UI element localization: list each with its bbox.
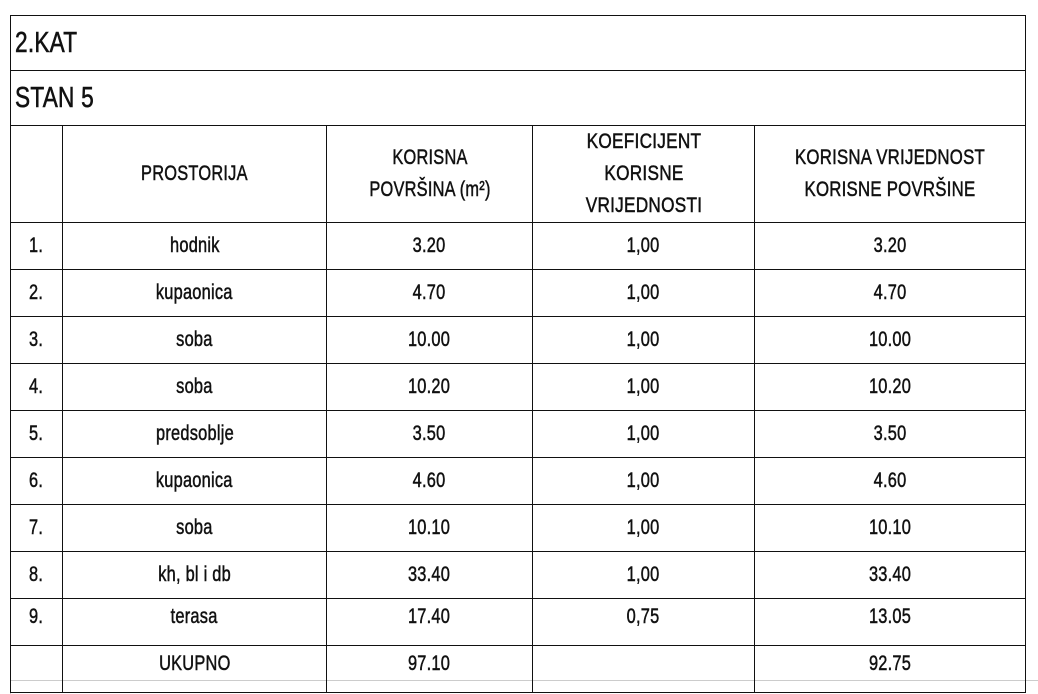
usable-value: 4.70: [873, 281, 907, 305]
table-row: 1. hodnik 3.20 1,00 3.20: [10, 222, 1027, 270]
row-number: 1.: [29, 234, 44, 258]
unit-title: STAN 5: [15, 81, 94, 114]
row-number: 2.: [29, 281, 44, 305]
usable-area: 10.00: [408, 328, 451, 352]
total-label: UKUPNO: [158, 652, 231, 676]
header-area: KORISNA POVRŠINA (m²): [368, 146, 491, 202]
header-room: PROSTORIJA: [141, 162, 248, 186]
room-name: soba: [176, 328, 213, 352]
usable-value: 3.20: [873, 234, 907, 258]
usable-area: 3.50: [413, 422, 446, 446]
room-name: kupaonica: [156, 281, 233, 305]
usable-area: 10.20: [408, 375, 451, 399]
usable-value: 10.10: [868, 516, 912, 540]
table-row: 7. soba 10.10 1,00 10.10: [10, 504, 1027, 552]
room-name: predsoblje: [155, 422, 234, 446]
usable-area: 4.70: [413, 281, 446, 305]
usable-area: 10.10: [408, 516, 451, 540]
header-value: KORISNA VRIJEDNOST KORISNE POVRŠINE: [794, 146, 986, 202]
room-name: terasa: [171, 605, 218, 629]
usable-value: 33.40: [868, 563, 912, 587]
usable-area: 4.60: [413, 469, 446, 493]
row-number: 9.: [29, 605, 44, 629]
total-row: UKUPNO 97.10 92.75: [10, 645, 1027, 693]
row-number: 6.: [29, 469, 44, 493]
row-number: 5.: [29, 422, 44, 446]
coefficient: 0,75: [627, 605, 660, 629]
total-area: 97.10: [408, 652, 451, 676]
coefficient: 1,00: [627, 328, 660, 352]
table-row: 4. soba 10.20 1,00 10.20: [10, 363, 1027, 411]
usable-area: 33.40: [408, 563, 451, 587]
table-row: 6. kupaonica 4.60 1,00 4.60: [10, 457, 1027, 505]
coefficient: 1,00: [627, 375, 660, 399]
row-number: 7.: [29, 516, 44, 540]
usable-value: 3.50: [873, 422, 907, 446]
unit-row: STAN 5: [9, 70, 1027, 126]
room-name: soba: [176, 516, 213, 540]
usable-value: 10.00: [868, 328, 912, 352]
coefficient: 1,00: [627, 469, 660, 493]
room-name: soba: [176, 375, 213, 399]
header-coefficient: KOEFICIJENT KORISNE VRIJEDNOSTI: [585, 130, 702, 218]
coefficient: 1,00: [627, 516, 660, 540]
table-row: 2. kupaonica 4.70 1,00 4.70: [10, 269, 1027, 317]
header-row: PROSTORIJA KORISNA POVRŠINA (m²) KOEFICI…: [10, 125, 1027, 223]
total-value: 92.75: [868, 652, 912, 676]
table-row: 9. terasa 17.40 0,75 13.05: [10, 598, 1027, 646]
row-number: 8.: [29, 563, 44, 587]
room-name: hodnik: [169, 234, 220, 258]
usable-value: 13.05: [868, 605, 912, 629]
room-name: kupaonica: [156, 469, 233, 493]
room-name: kh, bl i db: [158, 563, 231, 587]
usable-value: 10.20: [868, 375, 912, 399]
floor-title: 2.KAT: [15, 26, 78, 59]
coefficient: 1,00: [627, 422, 660, 446]
row-number: 4.: [29, 375, 44, 399]
usable-area: 17.40: [408, 605, 451, 629]
floor-row: 2.KAT: [9, 15, 1027, 71]
table-row: 5. predsoblje 3.50 1,00 3.50: [10, 410, 1027, 458]
coefficient: 1,00: [627, 234, 660, 258]
coefficient: 1,00: [627, 563, 660, 587]
area-table: 2.KAT STAN 5 PROSTORIJA KORISNA POVRŠINA…: [9, 15, 1027, 693]
table-row: 8. kh, bl i db 33.40 1,00 33.40: [10, 551, 1027, 599]
row-number: 3.: [29, 328, 44, 352]
table-row: 3. soba 10.00 1,00 10.00: [10, 316, 1027, 364]
coefficient: 1,00: [627, 281, 660, 305]
usable-area: 3.20: [413, 234, 446, 258]
usable-value: 4.60: [873, 469, 907, 493]
